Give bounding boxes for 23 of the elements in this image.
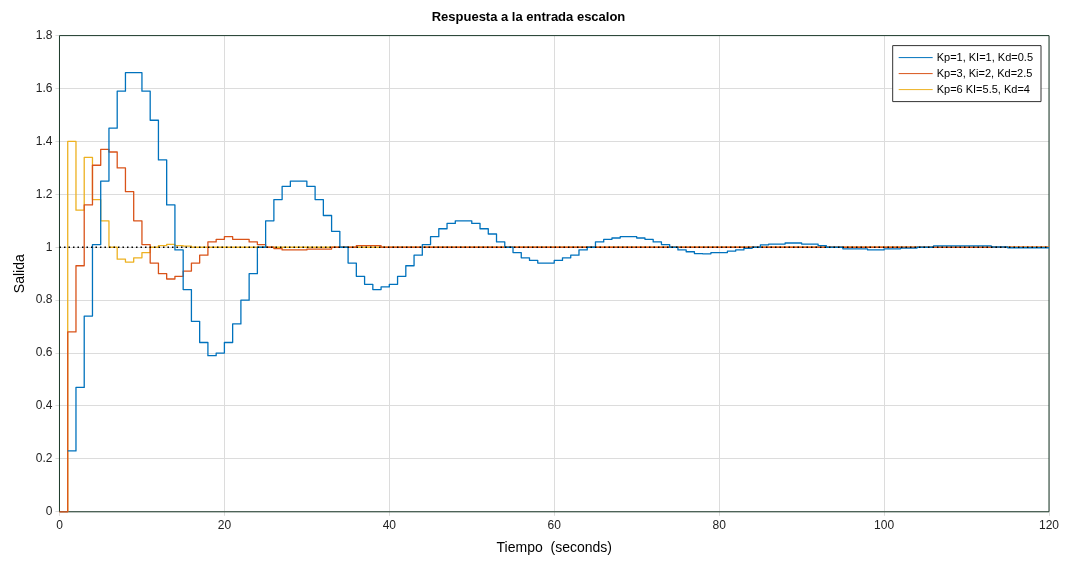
x-axis-title: Tiempo (seconds): [496, 539, 612, 556]
x-tick-label: 60: [547, 518, 562, 533]
y-axis-title: Salida: [11, 254, 28, 294]
y-tick-label: 0.8: [35, 292, 53, 307]
x-tick-label: 120: [1038, 518, 1060, 533]
x-tick-label: 0: [56, 518, 64, 533]
y-tick-label: 1.6: [35, 80, 53, 95]
y-tick-label: 1.8: [35, 27, 53, 42]
y-tick-label: 0.2: [35, 451, 53, 466]
x-tick-label: 40: [382, 518, 397, 533]
y-tick-label: 0.4: [35, 398, 53, 413]
x-tick-label: 80: [712, 518, 727, 533]
legend-label: Kp=6 KI=5.5, Kd=4: [936, 82, 1030, 95]
y-tick-label: 0.6: [35, 345, 53, 360]
x-tick-label: 20: [217, 518, 232, 533]
y-tick-label: 0: [45, 504, 53, 519]
y-tick-label: 1: [45, 239, 53, 254]
chart-title: Respuesta a la entrada escalon: [431, 9, 626, 25]
y-tick-label: 1.2: [35, 186, 53, 201]
legend-label: Kp=3, Ki=2, Kd=2.5: [936, 66, 1033, 79]
legend-label: Kp=1, KI=1, Kd=0.5: [936, 50, 1033, 63]
y-tick-label: 1.4: [35, 133, 53, 148]
x-tick-label: 100: [874, 518, 895, 533]
